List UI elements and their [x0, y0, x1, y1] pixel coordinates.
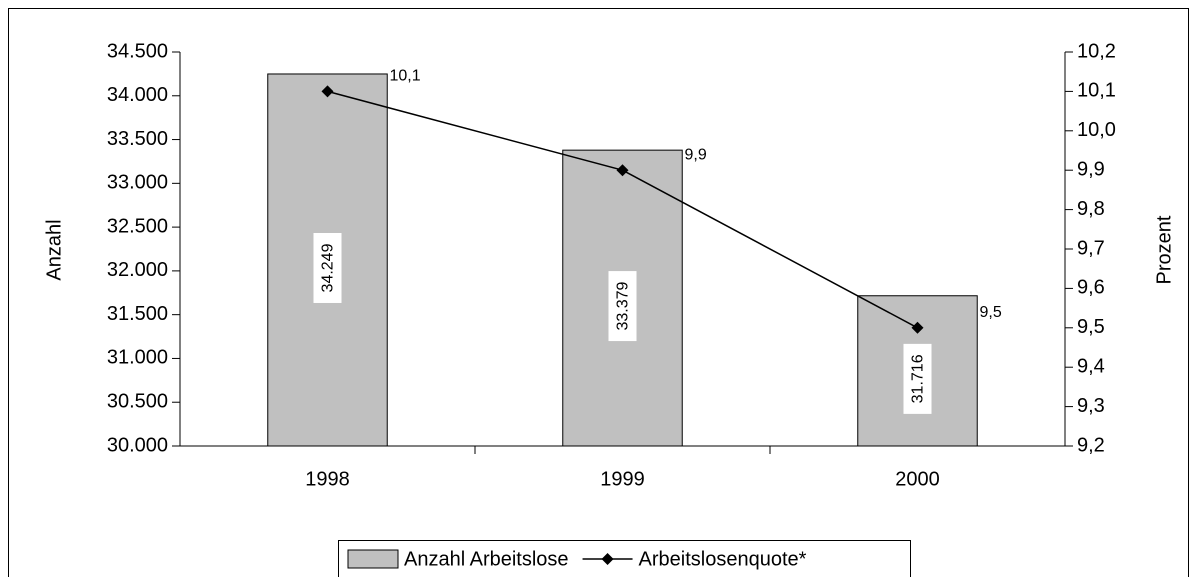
- y-tick-label: 33.000: [107, 172, 168, 194]
- y-tick-label: 30.000: [107, 434, 168, 456]
- y2-tick-label: 10,2: [1077, 40, 1116, 62]
- y2-tick-label: 9,3: [1077, 395, 1105, 417]
- y-tick-label: 30.500: [107, 391, 168, 413]
- label-box: [313, 232, 342, 303]
- y-tick-label: 32.000: [107, 259, 168, 281]
- y-tick-label: 32.500: [107, 215, 168, 237]
- y2-tick-label: 9,6: [1077, 277, 1105, 299]
- y2-tick-label: 9,8: [1077, 198, 1105, 220]
- legend: Anzahl Arbeitslose Arbeitslosenquote*: [338, 540, 911, 577]
- line-value-label: 9,5: [980, 304, 1002, 321]
- bar-value-text: 31.716: [910, 354, 927, 403]
- line-value-label: 9,9: [685, 146, 707, 163]
- chart-frame: [8, 8, 1189, 577]
- x-tick-label: 1999: [600, 468, 645, 490]
- legend-swatch: [347, 549, 399, 569]
- y2-tick-label: 9,7: [1077, 237, 1105, 259]
- bar-value-label: 31.716: [903, 343, 932, 414]
- y2-tick-label: 9,4: [1077, 355, 1105, 377]
- y-tick-label: 33.500: [107, 128, 168, 150]
- bar-value-label: 33.379: [608, 271, 637, 342]
- label-box: [903, 343, 932, 414]
- y-tick-label: 34.500: [107, 40, 168, 62]
- legend-marker: [601, 553, 614, 565]
- bar-value-text: 34.249: [320, 243, 337, 292]
- bar-value-label: 34.249: [313, 232, 342, 303]
- bar-value-text: 33.379: [615, 282, 632, 331]
- line-marker: [616, 164, 629, 177]
- legend-label: Arbeitslosenquote*: [639, 548, 807, 570]
- y2-tick-label: 9,2: [1077, 434, 1105, 456]
- y2-tick-label: 10,1: [1077, 80, 1116, 102]
- y-tick-label: 34.000: [107, 84, 168, 106]
- y2-tick-label: 9,5: [1077, 316, 1105, 338]
- y2-axis-label: Prozent: [1153, 215, 1175, 284]
- y-axis-label: Anzahl: [43, 219, 65, 280]
- y2-tick-label: 10,0: [1077, 119, 1116, 141]
- x-tick-label: 2000: [895, 468, 940, 490]
- x-tick-label: 1998: [305, 468, 350, 490]
- line-value-label: 10,1: [390, 68, 421, 85]
- y-tick-label: 31.500: [107, 303, 168, 325]
- label-box: [608, 271, 637, 342]
- y-tick-label: 31.000: [107, 347, 168, 369]
- y2-tick-label: 9,9: [1077, 158, 1105, 180]
- line-marker: [911, 321, 924, 334]
- legend-label: Anzahl Arbeitslose: [404, 548, 569, 570]
- line-marker: [321, 85, 334, 98]
